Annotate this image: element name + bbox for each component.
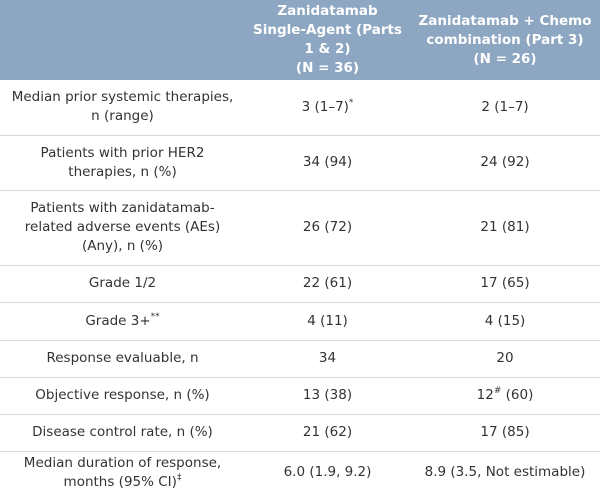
row-label: Patients with zanidatamab-related advers… <box>0 190 245 266</box>
row-label: Objective response, n (%) <box>0 377 245 415</box>
footnote-mark: ** <box>150 311 160 322</box>
value-cell: 13 (38) <box>245 377 410 415</box>
header-empty <box>0 0 245 80</box>
cell-text: 4 (15) <box>484 312 526 329</box>
cell-text: 20 <box>496 350 514 366</box>
cell-text: 2 (1–7) <box>481 98 529 115</box>
table-row: Patients with zanidatamab-related advers… <box>0 190 600 266</box>
row-label: Grade 1/2 <box>0 265 245 303</box>
value-cell: 24 (92) <box>410 135 600 191</box>
row-label: Median duration of response, months (95%… <box>0 451 245 494</box>
cell-text: Median prior systemic therapies, n (rang… <box>11 89 234 125</box>
value-cell: 4 (15) <box>410 302 600 341</box>
value-cell: 8.9 (3.5, Not estimable) <box>410 451 600 494</box>
table-row: Disease control rate, n (%) 21 (62) 17 (85… <box>0 414 600 452</box>
header-row: Zanidatamab Single-Agent (Parts 1 & 2) (N… <box>0 0 600 80</box>
value-cell: 12# (60) <box>410 377 600 415</box>
cell-text: Disease control rate, n (%) <box>32 424 213 440</box>
table-row: Patients with prior HER2 therapies, n (%… <box>0 135 600 191</box>
value-cell: 6.0 (1.9, 9.2) <box>245 451 410 494</box>
cell-text: 26 (72) <box>302 219 353 235</box>
value-cell: 21 (81) <box>410 190 600 266</box>
header-n: (N = 26) <box>473 50 537 67</box>
row-label: Response evaluable, n <box>0 340 245 378</box>
value-cell: 34 (94) <box>245 135 410 191</box>
row-label: Median prior systemic therapies, n (rang… <box>0 80 245 136</box>
cell-text: 21 (62) <box>302 424 353 440</box>
cell-text: Objective response, n (%) <box>35 387 210 403</box>
value-cell: 34 <box>245 340 410 378</box>
cell-text: Grade 1/2 <box>88 275 157 291</box>
cell-text: 34 <box>318 350 337 366</box>
value-cell: 4 (11) <box>245 302 410 341</box>
value-cell: 17 (85) <box>410 414 600 452</box>
cell-text: Grade 3+ <box>85 312 151 329</box>
cell-text: Patients with prior HER2 therapies, n (%… <box>40 144 205 180</box>
header-cell: Zanidatamab Single-Agent (Parts 1 & 2) (N… <box>245 0 410 80</box>
value-cell: 20 <box>410 340 600 378</box>
cell-text: (60) <box>501 387 534 403</box>
cell-text: 21 (81) <box>480 219 530 235</box>
row-label: Patients with prior HER2 therapies, n (%… <box>0 135 245 191</box>
value-cell: 3 (1–7)* <box>245 80 410 136</box>
header-title: Zanidatamab + Chemo combination (Part 3) <box>418 12 592 48</box>
cell-text: 24 (92) <box>480 154 530 170</box>
header-title: Zanidatamab Single-Agent (Parts 1 & 2) <box>252 3 402 57</box>
value-cell: 2 (1–7) <box>410 80 600 136</box>
table-row: Median prior systemic therapies, n (rang… <box>0 80 600 136</box>
value-cell: 26 (72) <box>245 190 410 266</box>
cell-text: 34 (94) <box>302 154 353 170</box>
value-cell: 22 (61) <box>245 265 410 303</box>
header-cell: Zanidatamab + Chemo combination (Part 3)… <box>410 0 600 80</box>
cell-text: 4 (11) <box>307 312 348 329</box>
cell-text: 17 (85) <box>480 424 530 440</box>
cell-text: 6.0 (1.9, 9.2) <box>283 464 372 480</box>
cell-text: Patients with zanidatamab-related advers… <box>24 200 221 254</box>
cell-text: 3 (1–7) <box>301 98 349 115</box>
header-n: (N = 36) <box>295 60 360 76</box>
cell-text: 22 (61) <box>302 275 353 291</box>
cell-text: 13 (38) <box>302 387 353 403</box>
table-row: Objective response, n (%) 13 (38) 12# (60) <box>0 377 600 415</box>
table-row: Median duration of response, months (95%… <box>0 451 600 494</box>
footnote-mark: ‡ <box>176 472 182 483</box>
table-row: Response evaluable, n 34 20 <box>0 340 600 378</box>
cell-text: 12 <box>476 387 494 403</box>
cell-text: 17 (65) <box>480 275 530 291</box>
cell-text: Response evaluable, n <box>46 350 199 366</box>
footnote-mark: # <box>493 386 502 396</box>
table-row: Grade 1/2 22 (61) 17 (65) <box>0 265 600 303</box>
cell-text: 8.9 (3.5, Not estimable) <box>424 464 586 480</box>
row-label: Grade 3+** <box>0 302 245 341</box>
row-label: Disease control rate, n (%) <box>0 414 245 452</box>
cell-text: Median duration of response, months (95%… <box>23 454 222 490</box>
value-cell: 17 (65) <box>410 265 600 303</box>
footnote-mark: * <box>348 97 354 108</box>
value-cell: 21 (62) <box>245 414 410 452</box>
table-row: Grade 3+** 4 (11) 4 (15) <box>0 302 600 341</box>
